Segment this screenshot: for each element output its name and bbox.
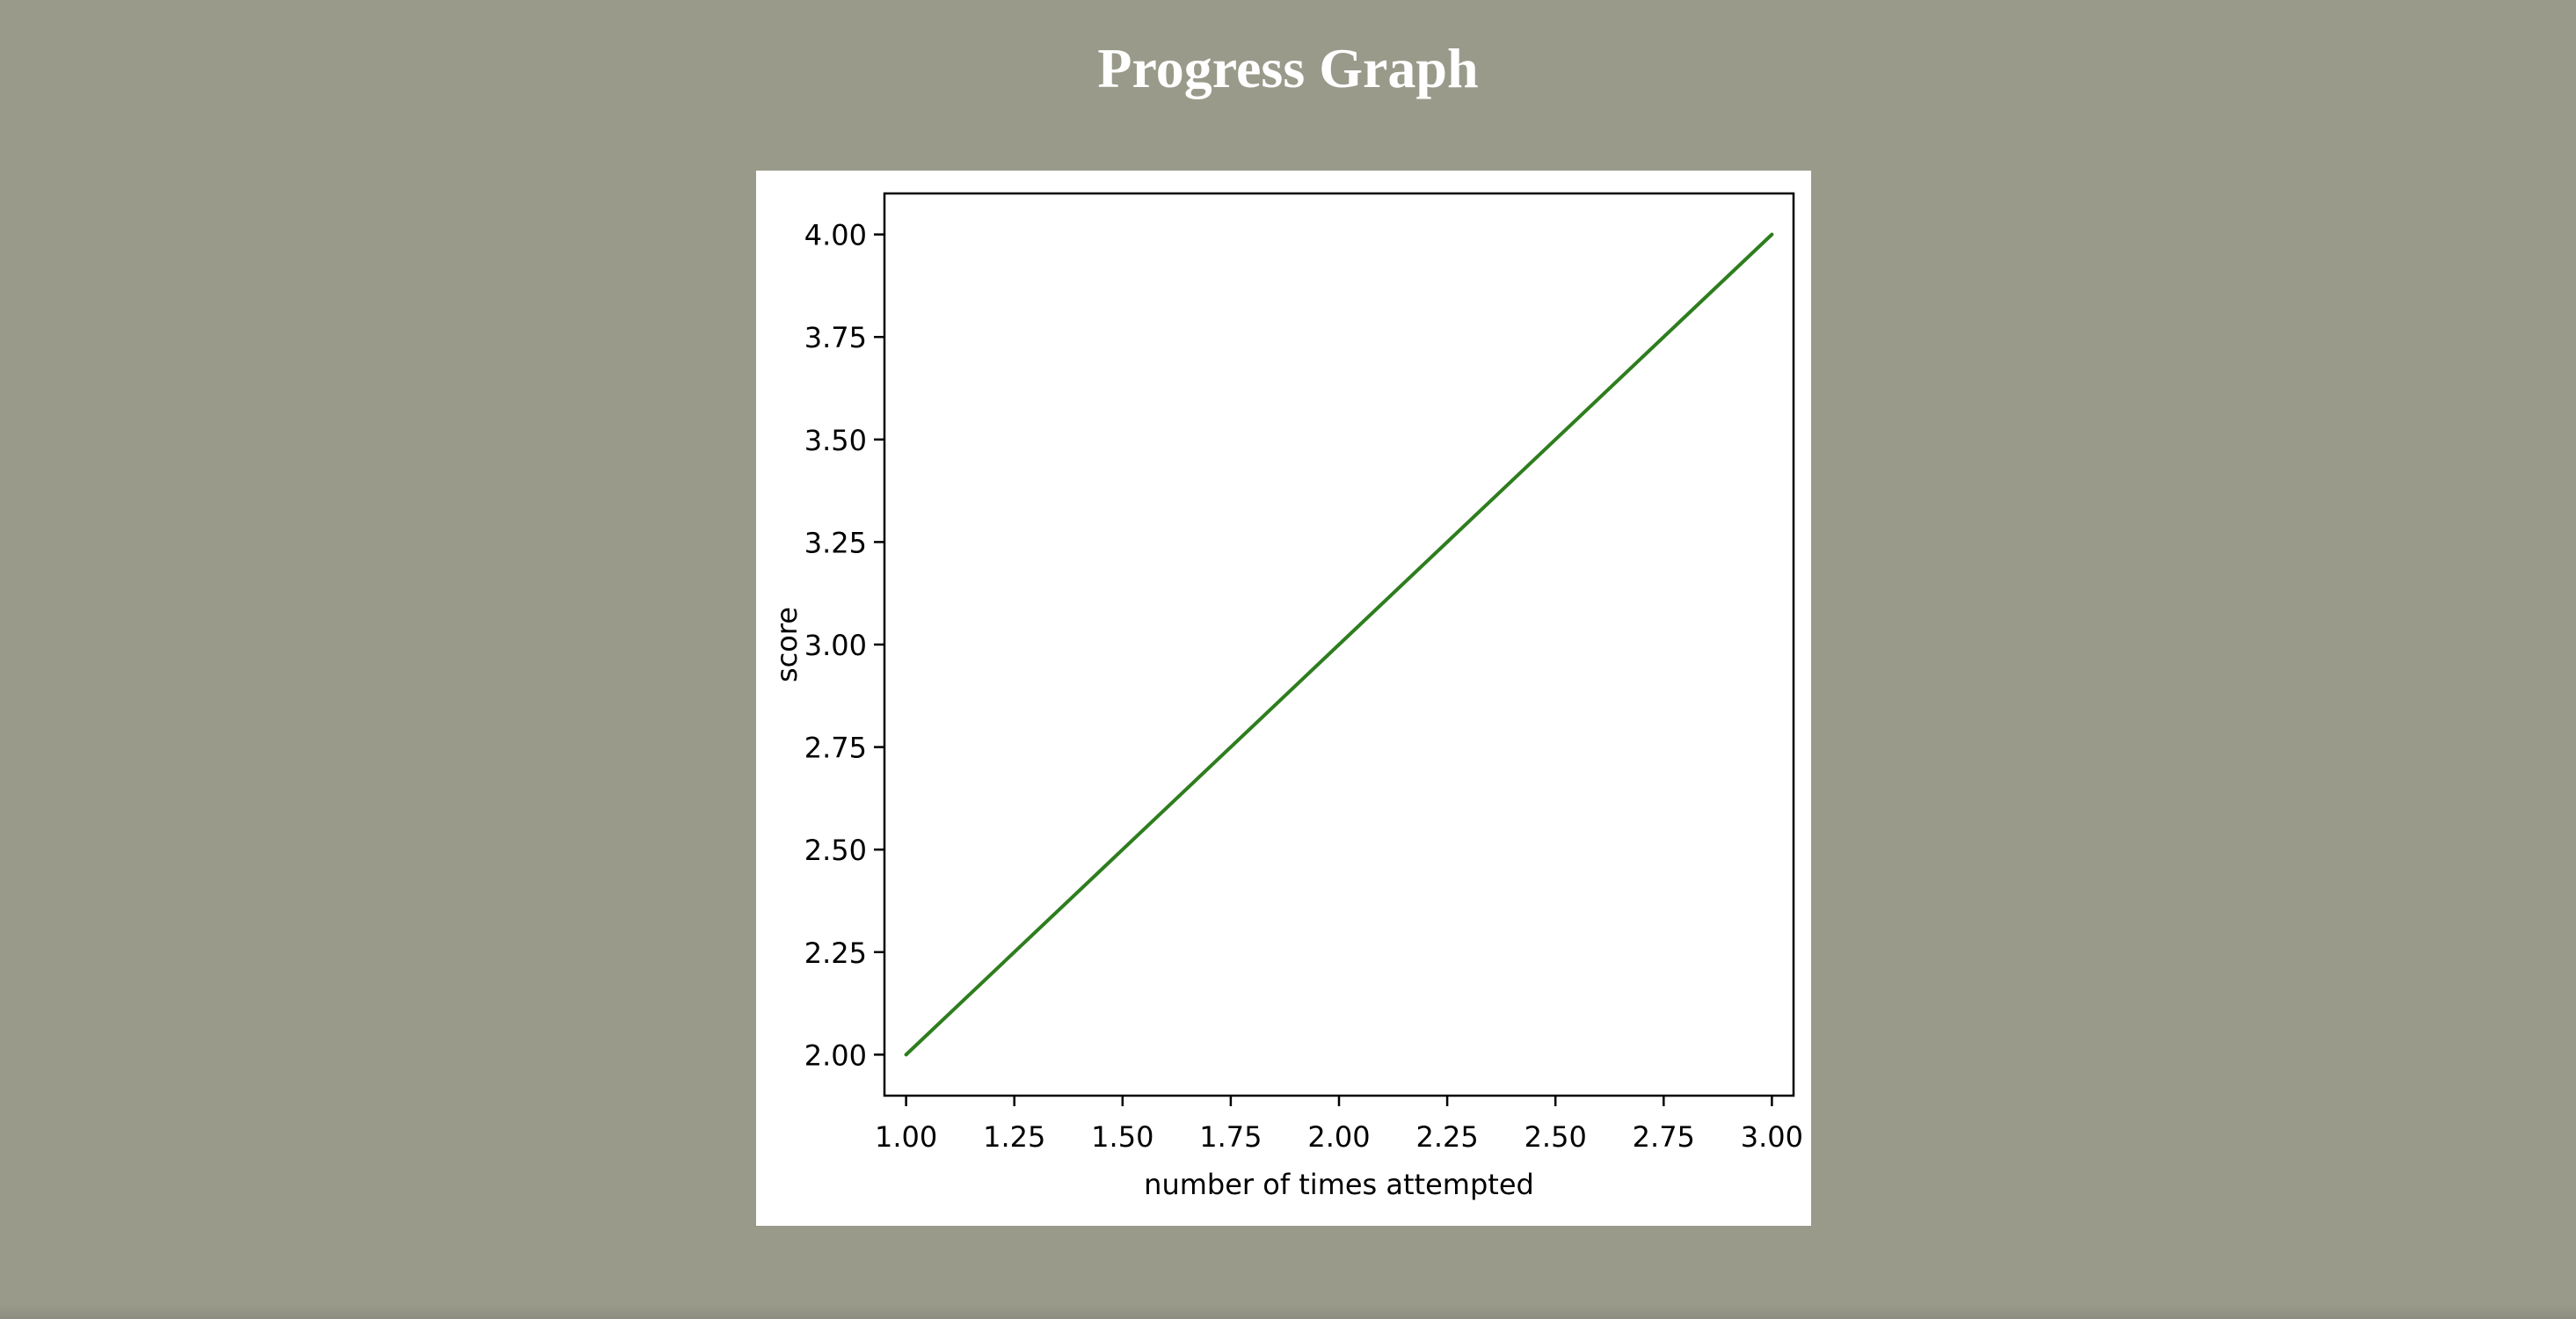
y-tick-label: 2.00 (804, 1038, 867, 1072)
x-tick-label: 2.50 (1524, 1120, 1587, 1154)
x-axis-label: number of times attempted (1144, 1168, 1534, 1201)
y-tick-label: 2.25 (804, 936, 867, 970)
chart-panel: 1.00 1.25 1.50 1.75 2.00 2.25 2.50 2.75 3.00 2.0… (756, 171, 1811, 1226)
x-tick-label: 3.00 (1741, 1120, 1803, 1154)
x-tick-label: 2.75 (1633, 1120, 1695, 1154)
y-tick-label: 3.50 (804, 424, 867, 457)
bottom-edge (0, 1305, 2576, 1319)
y-tick-label: 3.75 (804, 321, 867, 354)
progress-chart: 1.00 1.25 1.50 1.75 2.00 2.25 2.50 2.75 3.00 2.0… (770, 192, 1803, 1201)
x-tick-label: 1.00 (875, 1120, 937, 1154)
x-tick-label: 2.25 (1415, 1120, 1478, 1154)
y-axis-label: score (770, 607, 804, 682)
y-tick-label: 3.00 (804, 629, 867, 662)
y-axis-ticks: 2.00 2.25 2.50 2.75 3.00 3.25 3.50 3.75 4.00 (804, 219, 884, 1072)
x-tick-label: 2.00 (1307, 1120, 1370, 1154)
x-tick-label: 1.75 (1199, 1120, 1262, 1154)
series-line (904, 232, 1774, 1057)
y-tick-label: 3.25 (804, 526, 867, 559)
y-tick-label: 2.50 (804, 834, 867, 867)
x-axis-ticks: 1.00 1.25 1.50 1.75 2.00 2.25 2.50 2.75 3.00 (875, 1096, 1803, 1154)
series-layer (904, 232, 1774, 1057)
y-tick-label: 2.75 (804, 732, 867, 765)
page-title: Progress Graph (1097, 37, 1479, 99)
y-tick-label: 4.00 (804, 219, 867, 252)
x-tick-label: 1.25 (983, 1120, 1045, 1154)
x-tick-label: 1.50 (1091, 1120, 1153, 1154)
